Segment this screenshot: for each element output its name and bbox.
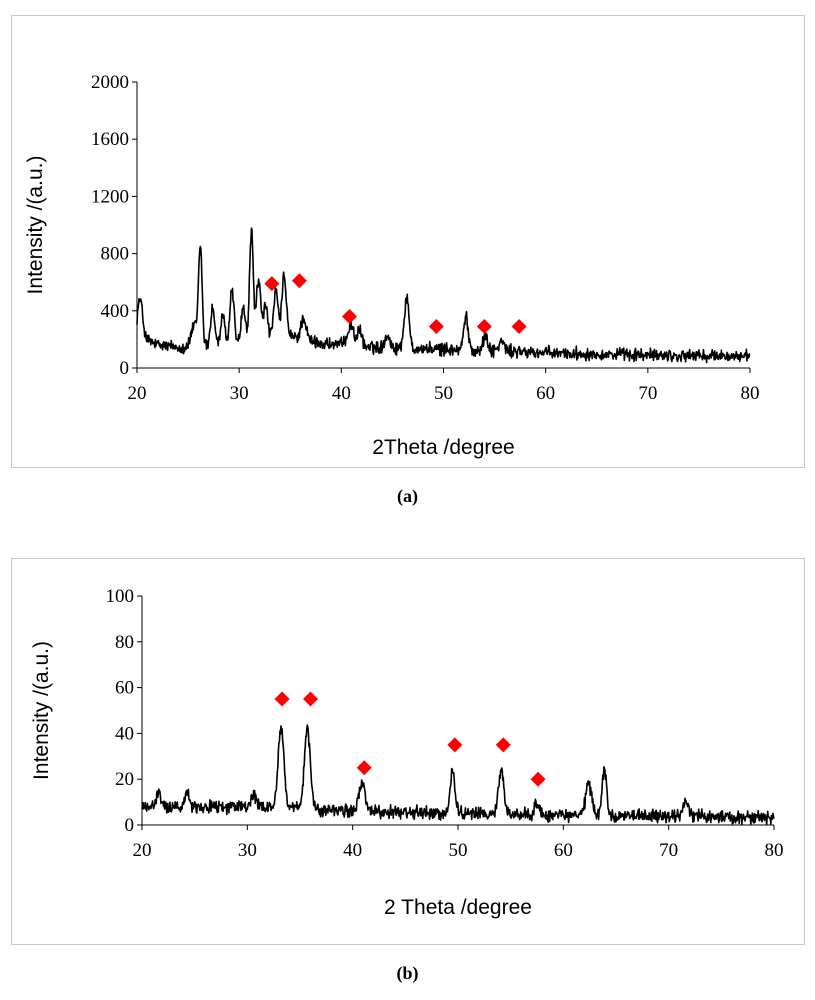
- xrd-trace-a: [136, 227, 751, 364]
- x-tick-label: 20: [133, 840, 152, 861]
- y-axis-title-a: Intensity /(a.u.): [24, 156, 47, 295]
- xrd-trace-b: [141, 724, 775, 826]
- peak-marker-diamond: [511, 319, 527, 335]
- y-tick-label: 80: [115, 632, 134, 653]
- y-tick-label: 0: [120, 358, 130, 379]
- y-tick-label: 2000: [91, 72, 129, 93]
- y-tick-label: 1200: [91, 186, 129, 207]
- x-tick-label: 70: [659, 840, 678, 861]
- x-tick-label: 60: [554, 840, 573, 861]
- peak-marker-diamond: [264, 276, 280, 292]
- y-tick-label: 40: [115, 723, 134, 744]
- y-tick-label: 0: [125, 815, 135, 836]
- x-tick-label: 80: [765, 840, 784, 861]
- xrd-chart-a: 0 400 800 1200 1600 2000 20 30 40 50 60 70 80 2Theta …: [24, 72, 760, 459]
- chart-panel-b: 0 20 40 60 80 100 20 30 40 50 60 70 80 2 Theta /degre…: [11, 558, 805, 945]
- x-axis-title-a: 2Theta /degree: [372, 436, 514, 459]
- peak-marker-diamond: [495, 737, 511, 753]
- y-tick-label: 20: [115, 769, 134, 790]
- x-tick-label: 80: [741, 383, 760, 404]
- y-tick-label: 800: [101, 244, 130, 265]
- peak-marker-diamond: [428, 319, 444, 335]
- xrd-chart-b: 0 20 40 60 80 100 20 30 40 50 60 70 80 2 Theta /degre…: [30, 586, 784, 919]
- x-tick-label: 40: [343, 840, 362, 861]
- x-tick-label: 40: [332, 383, 351, 404]
- peak-marker-diamond: [476, 319, 492, 335]
- caption-a: (a): [397, 486, 418, 506]
- x-tick-label: 60: [536, 383, 555, 404]
- caption-b: (b): [396, 963, 419, 983]
- peak-marker-diamond: [530, 771, 546, 787]
- x-tick-label: 30: [230, 383, 249, 404]
- y-tick-label: 100: [106, 586, 135, 607]
- chart-panel-a: 0 400 800 1200 1600 2000 20 30 40 50 60 70 80 2Theta …: [11, 15, 805, 468]
- x-axis-title-b: 2 Theta /degree: [384, 896, 532, 919]
- x-tick-label: 70: [638, 383, 657, 404]
- x-tick-label: 50: [434, 383, 453, 404]
- peak-marker-diamond: [447, 737, 463, 753]
- peak-marker-diamond: [274, 691, 290, 707]
- peak-marker-diamond: [303, 691, 319, 707]
- x-tick-label: 50: [449, 840, 468, 861]
- x-tick-label: 30: [238, 840, 257, 861]
- y-tick-label: 60: [115, 678, 134, 699]
- x-tick-label: 20: [128, 383, 147, 404]
- y-tick-label: 1600: [91, 129, 129, 150]
- y-axis-title-b: Intensity /(a.u.): [30, 641, 53, 780]
- peak-marker-diamond: [342, 309, 358, 325]
- y-tick-label: 400: [101, 301, 130, 322]
- peak-marker-diamond: [356, 760, 372, 776]
- peak-marker-diamond: [291, 273, 307, 289]
